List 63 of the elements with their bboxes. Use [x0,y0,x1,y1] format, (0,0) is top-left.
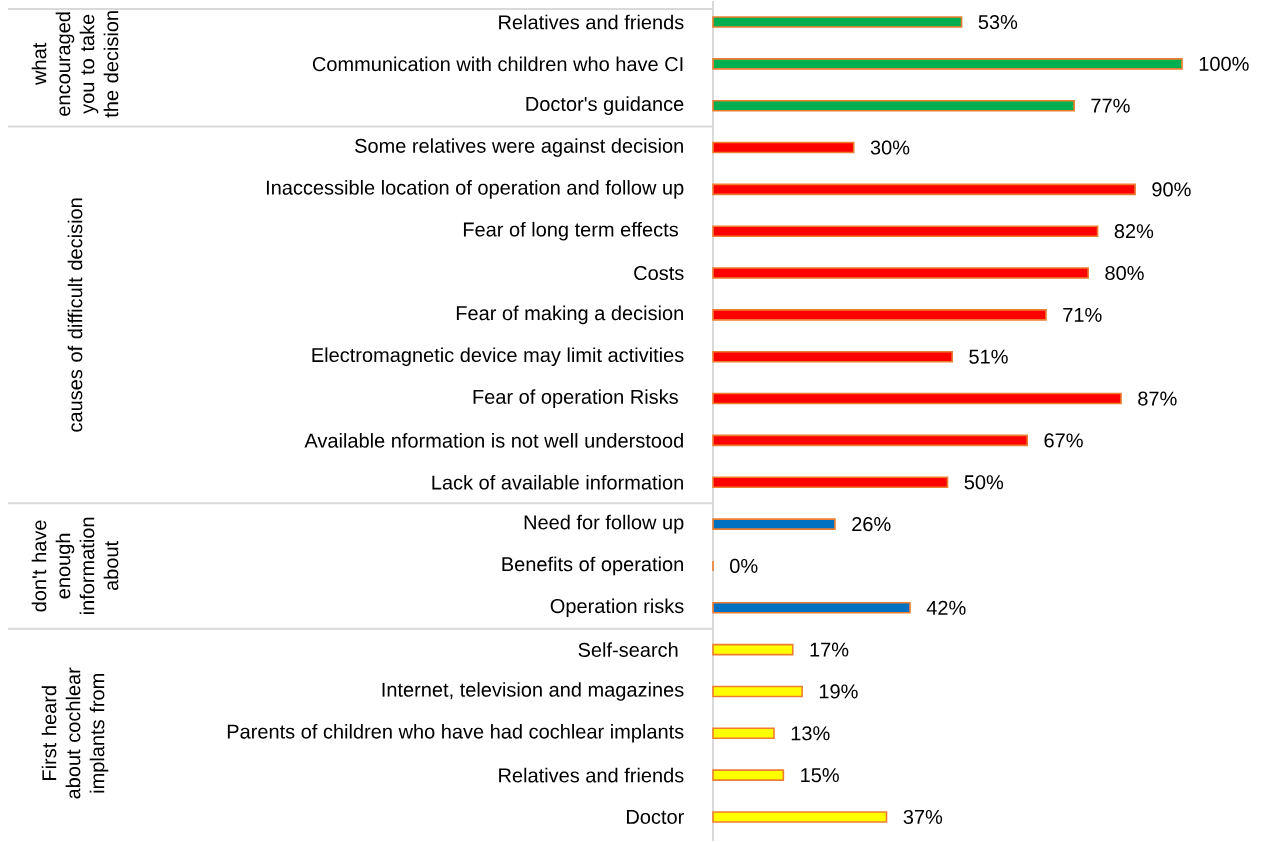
y-tick-label: Internet, television and magazines [382,682,684,701]
bar [712,183,1136,196]
y-tick-label: Doctor's guidance [526,96,684,115]
text: First heard about cochlear implants from [41,667,109,799]
bar [712,16,963,28]
text: what encouraged you to take the decision [31,11,119,118]
bar [712,99,1075,112]
bar [712,434,1029,447]
y-tick-label: Doctor [627,809,684,824]
bar [712,727,775,740]
bar [712,685,803,698]
bar [712,643,794,656]
bar [712,476,949,489]
y-tick-label: Some relatives were against decision [355,138,683,157]
data-label: 37% [903,809,943,825]
y-tick-label: Inaccessible location of operation and follow up [266,180,684,199]
y-tick-label: Fear of operation Risks [473,389,678,408]
y-tick-label: Operation risks [550,598,684,618]
data-label: 13% [791,726,830,741]
bar [712,350,953,363]
data-label: 80% [1105,265,1144,281]
data-label: 42% [926,600,966,615]
data-label: 15% [801,768,839,783]
y-tick-label: Available nformation is not well understood [304,433,683,448]
data-label: 53% [978,14,1018,30]
bar [712,769,785,781]
y-tick-label: Parents of children who have had cochlear implants [227,723,684,743]
text: causes of difficult decision [67,198,83,432]
data-label: 67% [1044,433,1083,448]
data-label: 82% [1114,224,1154,239]
bar [712,601,911,614]
y-tick-label: Relatives and friends [499,767,684,783]
bar [712,309,1047,321]
y-tick-label: Need for follow up [524,514,684,534]
y-tick-label: Self-search [578,642,678,657]
y-tick-label: Benefits of operation [502,556,683,576]
bar [712,141,855,154]
data-label: 26% [852,517,891,532]
data-label: 19% [819,684,858,699]
data-label: 71% [1063,307,1102,322]
y-tick-label: Costs [634,265,684,281]
bar [712,392,1122,405]
data-label: 0% [730,558,758,573]
bar [712,58,1183,70]
text: don't have enough information about [31,517,119,615]
y-tick-label: Fear of long term effects [463,221,678,241]
data-label: 17% [810,642,849,657]
y-tick-label: Electromagnetic device may limit activities [312,347,684,367]
data-label: 50% [964,475,1004,490]
data-label: 90% [1152,182,1191,197]
data-label: 30% [870,140,910,155]
bar [712,267,1090,279]
data-label: 87% [1138,391,1177,406]
y-tick-label: Communication with children who have CI [312,56,683,72]
data-label: 51% [969,349,1008,364]
data-label: 77% [1091,98,1130,113]
bar [712,518,836,530]
y-tick-label: Fear of making a decision [456,305,683,325]
y-tick-label: Relatives and friends [499,14,684,30]
y-tick-label: Lack of available information [432,474,683,490]
bar [712,811,888,823]
data-label: 100% [1199,56,1249,71]
bar [712,225,1099,238]
